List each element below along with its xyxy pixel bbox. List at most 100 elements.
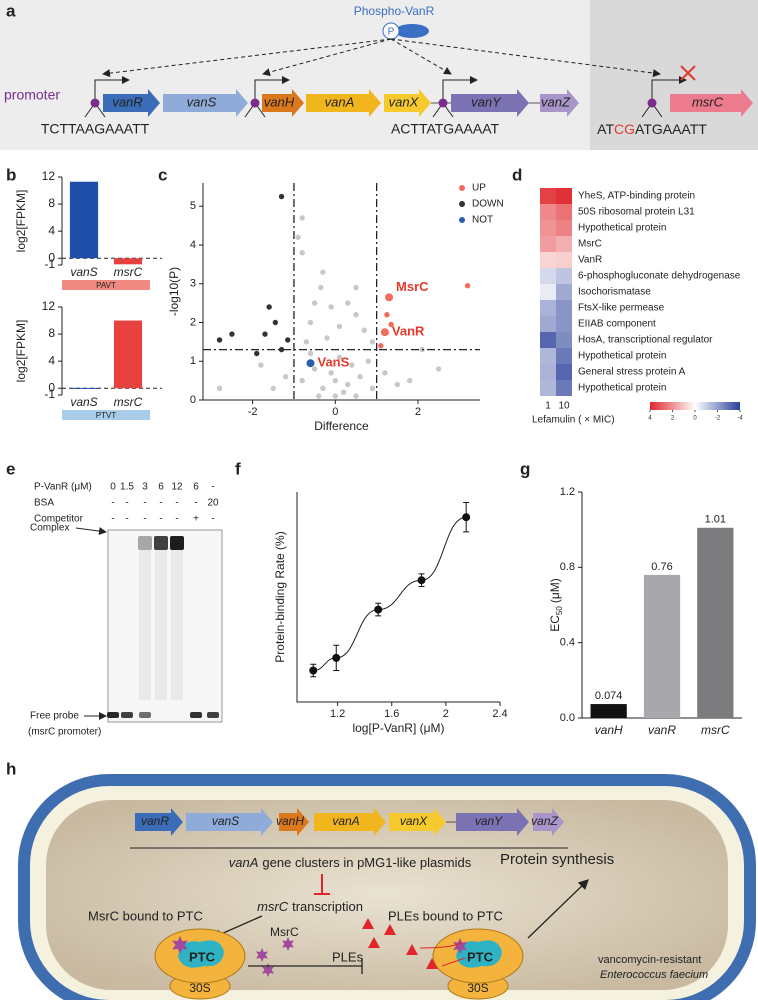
ple-path: [419, 941, 463, 949]
gene-label: vanA: [332, 814, 359, 828]
ple-path: [441, 957, 466, 967]
legend-marker: [459, 201, 465, 207]
point: [324, 335, 330, 341]
y-tick-label: 8: [48, 196, 55, 210]
msrc-label: MsrC: [270, 925, 299, 939]
legend-label: NOT: [472, 215, 493, 226]
y-tick-label: 12: [42, 299, 56, 313]
point: [345, 300, 351, 306]
ple-molecule: [362, 918, 374, 929]
row-label: FtsX-like permease: [578, 303, 665, 314]
subunit-label: 30S: [189, 981, 210, 995]
x-tick-label: 2: [415, 406, 421, 418]
y-tick-label: -1: [44, 387, 55, 401]
heat-cell: [540, 380, 556, 396]
point: [320, 385, 326, 392]
msrc-protein: [281, 937, 295, 951]
y-tick-label: 1: [190, 355, 196, 367]
promoter-band-label: PTVT: [96, 411, 117, 420]
lane-value: 3: [142, 482, 148, 493]
ptc-site: [178, 940, 224, 968]
point: [258, 362, 264, 368]
point: [299, 250, 305, 256]
heat-cell: [540, 284, 556, 300]
y-axis-label: log2[FPKM]: [14, 320, 28, 383]
gene-label: vanZ: [531, 814, 558, 828]
point: [340, 389, 347, 395]
legend-marker: [459, 185, 465, 191]
x-tick-label: vanR: [648, 723, 676, 737]
point: [353, 284, 359, 291]
point: [299, 377, 305, 384]
gel-band: [207, 712, 219, 718]
gel-band: [121, 712, 133, 718]
heat-cell: [556, 236, 572, 252]
phospho-p: P: [388, 27, 395, 38]
panel-label: a: [6, 1, 16, 20]
heat-cell: [556, 252, 572, 268]
heat-cell: [540, 364, 556, 380]
sequence: ACTTATGAAAAT: [391, 121, 500, 137]
vanr-oval: [395, 24, 429, 38]
y-tick-label: 0.0: [560, 712, 575, 724]
x-tick-label: 1.2: [330, 708, 345, 720]
gene-label: msrC: [692, 94, 724, 109]
x-axis-label: Difference: [314, 419, 369, 433]
point: [365, 358, 372, 364]
gene-arrow: [540, 89, 579, 117]
panel-a-bg: [0, 0, 590, 150]
cluster-label: vanA gene clusters in pMG1-like plasmids: [229, 855, 472, 870]
legend-marker: [459, 217, 465, 223]
y-label-unit: (μM): [548, 578, 562, 603]
gel-smear: [155, 550, 167, 700]
transcription-start: [94, 76, 130, 103]
promoter-band: [62, 280, 150, 290]
panel-label: c: [158, 165, 167, 184]
gel: [107, 529, 223, 723]
promoter-dot: [90, 98, 100, 108]
ptc-label: PTC: [467, 949, 494, 964]
row-label: Hypothetical protein: [578, 383, 666, 394]
heat-cell: [540, 236, 556, 252]
ples-label: PLEs: [332, 949, 364, 964]
point: [311, 300, 318, 306]
heat-cell: [556, 204, 572, 220]
ple-molecule: [426, 958, 438, 969]
point: [417, 576, 426, 585]
gene-arrow: [384, 89, 431, 117]
point-label: VanS: [317, 355, 349, 370]
promoter-band: [62, 410, 150, 420]
x-tick-label: msrC: [114, 395, 143, 409]
row-label: Hypothetical protein: [578, 223, 666, 234]
panel-label: h: [6, 759, 16, 778]
x-axis-label: log[P-VanR] (μM): [352, 721, 444, 735]
colorbar-label: -2: [715, 416, 721, 422]
lane-value: -: [175, 498, 178, 509]
heat-cell: [556, 332, 572, 348]
gel-band: [138, 536, 152, 550]
x-tick-label: vanS: [70, 265, 97, 279]
heat-cell: [540, 204, 556, 220]
bar: [69, 387, 99, 389]
panel-a-bg-right: [590, 0, 758, 150]
gene-arrow: [451, 89, 529, 117]
bar: [69, 181, 99, 259]
ple-molecule: [384, 924, 396, 935]
value-label: 1.01: [705, 514, 726, 526]
bar: [590, 704, 627, 718]
row-label: MsrC: [578, 239, 602, 250]
colorbar-label: 4: [648, 416, 652, 422]
transcription-text: transcription: [292, 899, 363, 914]
point: [435, 366, 442, 372]
value-label: 0.074: [595, 690, 623, 702]
x-tick-label: vanH: [595, 723, 623, 737]
y-tick-label: 3: [190, 278, 196, 290]
x-tick-label: -2: [248, 406, 258, 418]
lane-value: 6: [158, 482, 164, 493]
row-label: BSA: [34, 498, 54, 509]
point: [384, 312, 390, 318]
row-label: EIIAB component: [578, 319, 656, 330]
repression: [314, 874, 330, 895]
value-label: 0.76: [651, 561, 672, 573]
